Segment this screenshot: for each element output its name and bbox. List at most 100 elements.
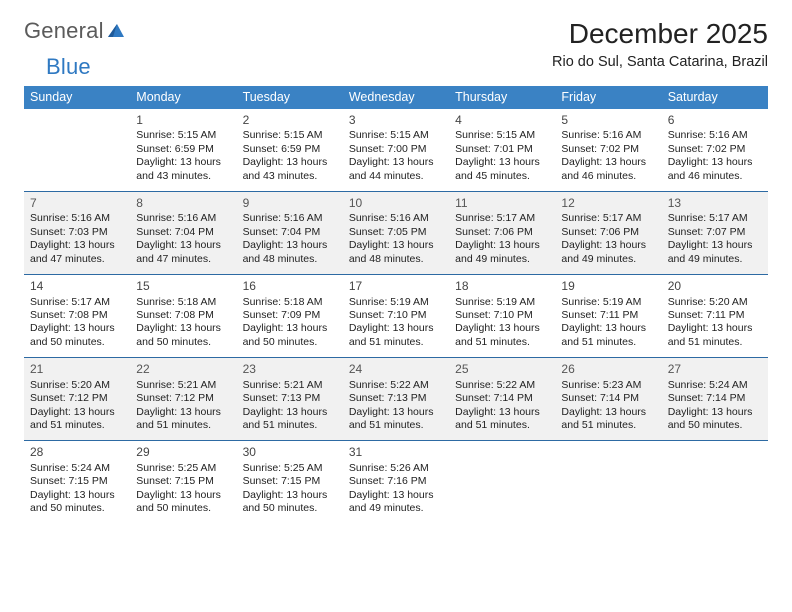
day-number: 30 [243, 445, 337, 460]
sunset-line: Sunset: 7:05 PM [349, 226, 443, 239]
daylight-line: Daylight: 13 hours and 49 minutes. [455, 239, 549, 266]
day-cell: 6Sunrise: 5:16 AMSunset: 7:02 PMDaylight… [662, 109, 768, 191]
day-number: 21 [30, 362, 124, 377]
week-row: 7Sunrise: 5:16 AMSunset: 7:03 PMDaylight… [24, 192, 768, 275]
sunrise-line: Sunrise: 5:18 AM [243, 296, 337, 309]
day-number: 10 [349, 196, 443, 211]
day-header: Thursday [449, 86, 555, 109]
day-number: 12 [561, 196, 655, 211]
daylight-line: Daylight: 13 hours and 43 minutes. [243, 156, 337, 183]
sunrise-line: Sunrise: 5:19 AM [455, 296, 549, 309]
sunset-line: Sunset: 7:09 PM [243, 309, 337, 322]
daylight-line: Daylight: 13 hours and 43 minutes. [136, 156, 230, 183]
day-cell: 8Sunrise: 5:16 AMSunset: 7:04 PMDaylight… [130, 192, 236, 274]
sunrise-line: Sunrise: 5:24 AM [668, 379, 762, 392]
logo-text-blue: Blue [46, 54, 91, 80]
day-cell: 26Sunrise: 5:23 AMSunset: 7:14 PMDayligh… [555, 358, 661, 440]
sunrise-line: Sunrise: 5:16 AM [243, 212, 337, 225]
logo: General [24, 18, 127, 44]
day-cell: 20Sunrise: 5:20 AMSunset: 7:11 PMDayligh… [662, 275, 768, 357]
sunrise-line: Sunrise: 5:16 AM [136, 212, 230, 225]
sunset-line: Sunset: 7:14 PM [455, 392, 549, 405]
daylight-line: Daylight: 13 hours and 51 minutes. [30, 406, 124, 433]
day-cell: 4Sunrise: 5:15 AMSunset: 7:01 PMDaylight… [449, 109, 555, 191]
day-cell: 23Sunrise: 5:21 AMSunset: 7:13 PMDayligh… [237, 358, 343, 440]
sunrise-line: Sunrise: 5:16 AM [561, 129, 655, 142]
day-cell: 24Sunrise: 5:22 AMSunset: 7:13 PMDayligh… [343, 358, 449, 440]
day-cell: 3Sunrise: 5:15 AMSunset: 7:00 PMDaylight… [343, 109, 449, 191]
day-number: 17 [349, 279, 443, 294]
sunrise-line: Sunrise: 5:15 AM [243, 129, 337, 142]
daylight-line: Daylight: 13 hours and 51 minutes. [243, 406, 337, 433]
day-cell: 31Sunrise: 5:26 AMSunset: 7:16 PMDayligh… [343, 441, 449, 523]
calendar-grid: Sunday Monday Tuesday Wednesday Thursday… [24, 86, 768, 524]
sunset-line: Sunset: 7:04 PM [136, 226, 230, 239]
sunset-line: Sunset: 7:16 PM [349, 475, 443, 488]
sunset-line: Sunset: 7:12 PM [136, 392, 230, 405]
sunrise-line: Sunrise: 5:16 AM [668, 129, 762, 142]
day-number: 18 [455, 279, 549, 294]
sunrise-line: Sunrise: 5:20 AM [668, 296, 762, 309]
daylight-line: Daylight: 13 hours and 50 minutes. [243, 489, 337, 516]
empty-cell [662, 441, 768, 523]
day-number: 22 [136, 362, 230, 377]
sunrise-line: Sunrise: 5:25 AM [243, 462, 337, 475]
sunset-line: Sunset: 7:00 PM [349, 143, 443, 156]
day-cell: 15Sunrise: 5:18 AMSunset: 7:08 PMDayligh… [130, 275, 236, 357]
daylight-line: Daylight: 13 hours and 51 minutes. [455, 322, 549, 349]
daylight-line: Daylight: 13 hours and 47 minutes. [136, 239, 230, 266]
sunset-line: Sunset: 7:06 PM [455, 226, 549, 239]
sunrise-line: Sunrise: 5:26 AM [349, 462, 443, 475]
title-block: December 2025 Rio do Sul, Santa Catarina… [552, 18, 768, 70]
sunset-line: Sunset: 7:11 PM [561, 309, 655, 322]
day-header: Saturday [662, 86, 768, 109]
day-number: 24 [349, 362, 443, 377]
day-number: 8 [136, 196, 230, 211]
day-number: 13 [668, 196, 762, 211]
empty-cell [449, 441, 555, 523]
week-row: 28Sunrise: 5:24 AMSunset: 7:15 PMDayligh… [24, 441, 768, 523]
day-number: 9 [243, 196, 337, 211]
day-number: 29 [136, 445, 230, 460]
sunrise-line: Sunrise: 5:23 AM [561, 379, 655, 392]
day-cell: 18Sunrise: 5:19 AMSunset: 7:10 PMDayligh… [449, 275, 555, 357]
day-cell: 7Sunrise: 5:16 AMSunset: 7:03 PMDaylight… [24, 192, 130, 274]
sunrise-line: Sunrise: 5:22 AM [349, 379, 443, 392]
day-header-row: Sunday Monday Tuesday Wednesday Thursday… [24, 86, 768, 109]
day-number: 6 [668, 113, 762, 128]
daylight-line: Daylight: 13 hours and 50 minutes. [668, 406, 762, 433]
sunset-line: Sunset: 7:01 PM [455, 143, 549, 156]
sunrise-line: Sunrise: 5:15 AM [349, 129, 443, 142]
daylight-line: Daylight: 13 hours and 51 minutes. [668, 322, 762, 349]
day-number: 11 [455, 196, 549, 211]
sunset-line: Sunset: 7:14 PM [668, 392, 762, 405]
daylight-line: Daylight: 13 hours and 49 minutes. [349, 489, 443, 516]
logo-sail-icon [106, 22, 126, 40]
sunset-line: Sunset: 7:08 PM [30, 309, 124, 322]
week-row: 1Sunrise: 5:15 AMSunset: 6:59 PMDaylight… [24, 109, 768, 192]
sunset-line: Sunset: 6:59 PM [136, 143, 230, 156]
day-cell: 19Sunrise: 5:19 AMSunset: 7:11 PMDayligh… [555, 275, 661, 357]
day-header: Friday [555, 86, 661, 109]
sunset-line: Sunset: 6:59 PM [243, 143, 337, 156]
day-number: 14 [30, 279, 124, 294]
sunrise-line: Sunrise: 5:21 AM [243, 379, 337, 392]
daylight-line: Daylight: 13 hours and 51 minutes. [561, 406, 655, 433]
sunrise-line: Sunrise: 5:19 AM [561, 296, 655, 309]
day-number: 3 [349, 113, 443, 128]
empty-cell [24, 109, 130, 191]
sunset-line: Sunset: 7:08 PM [136, 309, 230, 322]
daylight-line: Daylight: 13 hours and 51 minutes. [349, 406, 443, 433]
sunrise-line: Sunrise: 5:17 AM [668, 212, 762, 225]
sunset-line: Sunset: 7:04 PM [243, 226, 337, 239]
day-cell: 27Sunrise: 5:24 AMSunset: 7:14 PMDayligh… [662, 358, 768, 440]
daylight-line: Daylight: 13 hours and 47 minutes. [30, 239, 124, 266]
day-number: 5 [561, 113, 655, 128]
day-cell: 14Sunrise: 5:17 AMSunset: 7:08 PMDayligh… [24, 275, 130, 357]
daylight-line: Daylight: 13 hours and 50 minutes. [136, 322, 230, 349]
daylight-line: Daylight: 13 hours and 51 minutes. [455, 406, 549, 433]
day-cell: 21Sunrise: 5:20 AMSunset: 7:12 PMDayligh… [24, 358, 130, 440]
day-number: 23 [243, 362, 337, 377]
day-header: Monday [130, 86, 236, 109]
day-number: 25 [455, 362, 549, 377]
